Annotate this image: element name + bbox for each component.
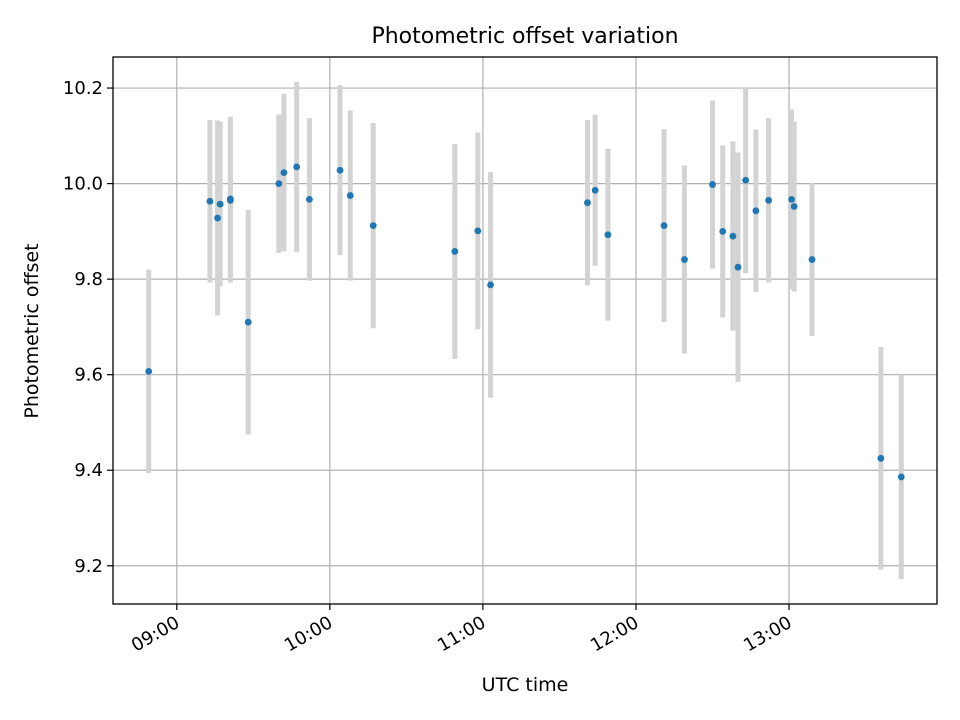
data-point: [752, 207, 760, 215]
data-point: [275, 180, 283, 187]
data-point: [244, 318, 252, 326]
data-point: [214, 214, 221, 222]
grid: [113, 57, 937, 604]
y-tick-label: 10.0: [63, 174, 103, 195]
data-point: [742, 176, 750, 184]
data-point: [280, 169, 288, 177]
data-point: [681, 256, 688, 263]
data-point: [487, 281, 494, 289]
data-point: [897, 473, 905, 481]
data-point: [877, 454, 885, 462]
data-point: [346, 192, 354, 199]
y-axis-label: Photometric offset: [21, 243, 43, 418]
data-point: [474, 227, 482, 235]
data-point: [306, 195, 313, 203]
y-tick-label: 9.4: [74, 460, 103, 481]
data-point: [765, 196, 773, 204]
data-point: [369, 222, 377, 230]
data-point: [790, 203, 798, 210]
y-tick-label: 9.6: [74, 365, 103, 386]
data-point: [604, 231, 612, 239]
data-point: [719, 227, 727, 235]
data-point: [734, 263, 742, 271]
chart-title: Photometric offset variation: [371, 24, 678, 49]
data-point: [788, 195, 795, 203]
data-point: [729, 232, 737, 240]
plot-area-frame: [112, 56, 938, 605]
y-tick-label: 10.2: [63, 78, 103, 99]
data-point: [451, 248, 459, 255]
y-tick-label: 9.2: [74, 556, 103, 577]
data-point: [293, 163, 301, 171]
data-point: [584, 199, 591, 207]
y-tick-label: 9.8: [74, 269, 103, 290]
data-point: [226, 196, 234, 204]
data-point: [216, 200, 224, 208]
data-point: [591, 186, 599, 194]
data-point: [336, 166, 344, 174]
data-points: [145, 163, 905, 481]
data-point: [145, 367, 153, 375]
data-point: [709, 181, 716, 188]
x-axis-label: UTC time: [482, 674, 569, 696]
y-axis-ticks: 9.2 9.4 9.6 9.8 10.0 10.2: [63, 78, 113, 577]
data-point: [808, 256, 816, 263]
data-point: [206, 197, 214, 205]
data-point: [660, 222, 668, 230]
